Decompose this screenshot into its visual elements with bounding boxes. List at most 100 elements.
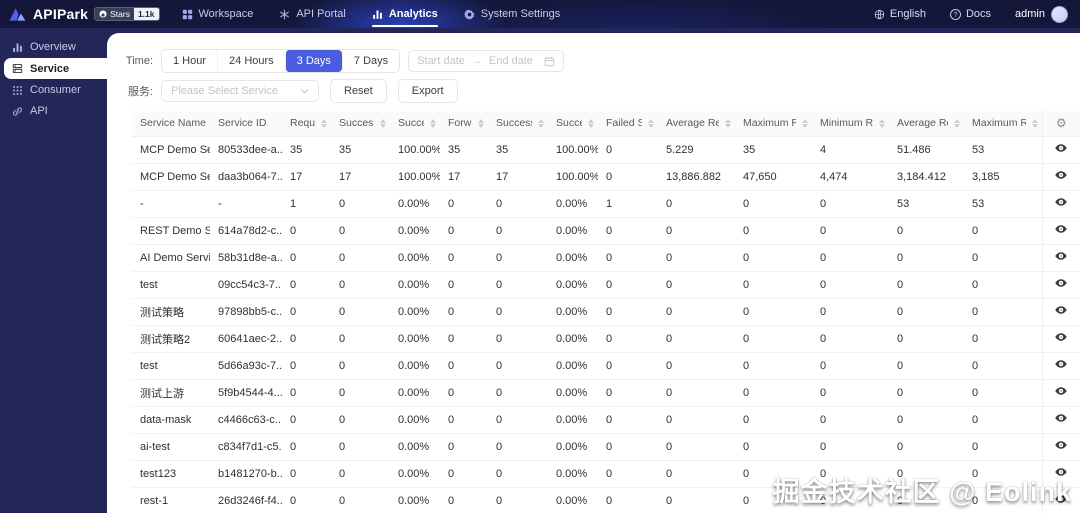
language-switcher[interactable]: English [874,8,926,20]
cell-value: 0 [331,298,390,326]
api-portal-icon [279,9,290,20]
time-option-1-hour[interactable]: 1 Hour [162,50,218,73]
column-header-failed-sta[interactable]: Failed Sta... [598,111,658,137]
table-header-row: Service Name Service ID Reque... Success Suc… [132,111,1080,137]
column-header-average-requ[interactable]: Average Requ... [889,111,964,137]
nav-item-analytics[interactable]: Analytics [371,0,438,28]
sort-carets-icon[interactable] [725,118,731,128]
service-select[interactable]: Please Select Service [161,80,319,103]
column-header-minimum-res[interactable]: Minimum Res... [812,111,889,137]
nav-item-workspace[interactable]: Workspace [182,0,253,28]
github-icon [99,10,107,18]
cell-value: 0.00% [390,352,440,380]
cell-value: 0 [282,217,331,245]
user-menu[interactable]: admin [1015,5,1068,23]
view-details-eye-icon[interactable] [1054,330,1068,344]
view-details-eye-icon[interactable] [1054,249,1068,263]
column-header-success[interactable]: Success [548,111,598,137]
sort-carets-icon[interactable] [879,118,885,128]
sort-carets-icon[interactable] [380,118,386,128]
view-details-eye-icon[interactable] [1054,195,1068,209]
sidebar-item-consumer[interactable]: Consumer [0,80,107,100]
cell-value: 35 [440,136,488,164]
sort-carets-icon[interactable] [1031,118,1038,128]
cell-value: 0 [488,406,548,434]
cell-value: 100.00% [548,136,598,164]
view-details-eye-icon[interactable] [1054,492,1068,506]
cell-value: 0 [735,433,812,461]
view-details-eye-icon[interactable] [1054,276,1068,290]
column-header-label: Maximum Req... [972,117,1026,130]
table-row: ai-test c834f7d1-c5... 0 0 0.00% 0 0 0.00% 0 0 0 0 0… [132,433,1080,461]
column-header-maximum-req[interactable]: Maximum Req... [964,111,1042,137]
view-details-eye-icon[interactable] [1054,384,1068,398]
column-header-average-resp[interactable]: Average Resp... [658,111,735,137]
sidebar-item-service[interactable]: Service [4,58,107,79]
content-panel: Time: 1 Hour 24 Hours 3 Days 7 Days Start d… [107,33,1080,513]
sort-carets-icon[interactable] [478,118,484,128]
cell-value: 0 [889,487,964,513]
cell-value: 35 [282,136,331,164]
time-option-3-days[interactable]: 3 Days [284,50,342,73]
column-header-forwa[interactable]: Forwa... [440,111,488,137]
cell-value: 0 [812,217,889,245]
sort-carets-icon[interactable] [430,118,436,128]
table-row: 测试策略2 60641aec-2... 0 0 0.00% 0 0 0.00% 0 0 0 0 0 0 [132,325,1080,353]
sort-carets-icon[interactable] [321,118,327,128]
view-details-eye-icon[interactable] [1054,411,1068,425]
sidebar-item-api[interactable]: API [0,101,107,121]
github-stars-badge[interactable]: Stars 1.1k [94,6,160,22]
cell-actions [1041,487,1080,513]
cell-value: 0 [440,190,488,218]
table-row: data-mask c4466c63-c... 0 0 0.00% 0 0 0.00% 0 0 0 0… [132,406,1080,434]
nav-item-api-portal[interactable]: API Portal [279,0,346,28]
sort-carets-icon[interactable] [588,118,594,128]
column-header-service-id: Service ID [210,111,282,137]
docs-link[interactable]: ? Docs [949,8,991,20]
help-circle-icon: ? [949,8,961,20]
view-details-eye-icon[interactable] [1054,222,1068,236]
view-details-eye-icon[interactable] [1054,438,1068,452]
cell-value: 0.00% [390,190,440,218]
column-header-maximum-res[interactable]: Maximum Res... [735,111,812,137]
column-header-success[interactable]: Success [488,111,548,137]
sort-carets-icon[interactable] [802,118,808,128]
column-settings-gear-icon[interactable]: ⚙ [1055,116,1067,131]
sort-carets-icon[interactable] [538,118,544,128]
cell-value: 0 [331,460,390,488]
brand[interactable]: APIPark Stars 1.1k [8,6,160,22]
cell-value: 0 [889,217,964,245]
cell-value: 0 [440,217,488,245]
navbar-right: English ? Docs admin [874,5,1068,23]
column-header-success[interactable]: Success [331,111,390,137]
export-button[interactable]: Export [397,79,458,104]
nav-item-system-settings[interactable]: System Settings [463,0,560,28]
nav-item-label: API Portal [296,8,346,20]
view-details-eye-icon[interactable] [1054,357,1068,371]
reset-button[interactable]: Reset [330,79,387,104]
cell-value: 53 [964,136,1042,164]
table-row: AI Demo Service58b31d8e-a...000.00%000.0… [132,244,1080,272]
view-details-eye-icon[interactable] [1054,168,1068,182]
cell-value: 17 [331,163,390,191]
lower-area: Overview Service Consumer API Time: 1 Hour 2… [0,28,1080,513]
cell-value: 0 [735,244,812,272]
table-row: test 09cc54c3-7... 0 0 0.00% 0 0 0.00% 0 0 0 0 0 0 [132,271,1080,299]
cell-value: 0 [812,244,889,272]
date-range-picker[interactable]: Start date → End date [408,50,564,73]
column-header-label: Maximum Res... [743,117,796,130]
view-details-eye-icon[interactable] [1054,465,1068,479]
sidebar-item-overview[interactable]: Overview [0,37,107,57]
sort-carets-icon[interactable] [648,118,654,128]
column-header-reque[interactable]: Reque... [282,111,331,137]
cell-value: 0 [964,460,1042,488]
sort-carets-icon[interactable] [954,118,960,128]
time-option-7-days[interactable]: 7 Days [341,50,400,73]
cell-value: 0 [658,298,735,326]
cell-value: 0 [488,433,548,461]
time-option-24-hours[interactable]: 24 Hours [217,50,285,73]
column-header-success[interactable]: Success [390,111,440,137]
view-details-eye-icon[interactable] [1054,141,1068,155]
view-details-eye-icon[interactable] [1054,303,1068,317]
cell-value: 0 [598,406,658,434]
